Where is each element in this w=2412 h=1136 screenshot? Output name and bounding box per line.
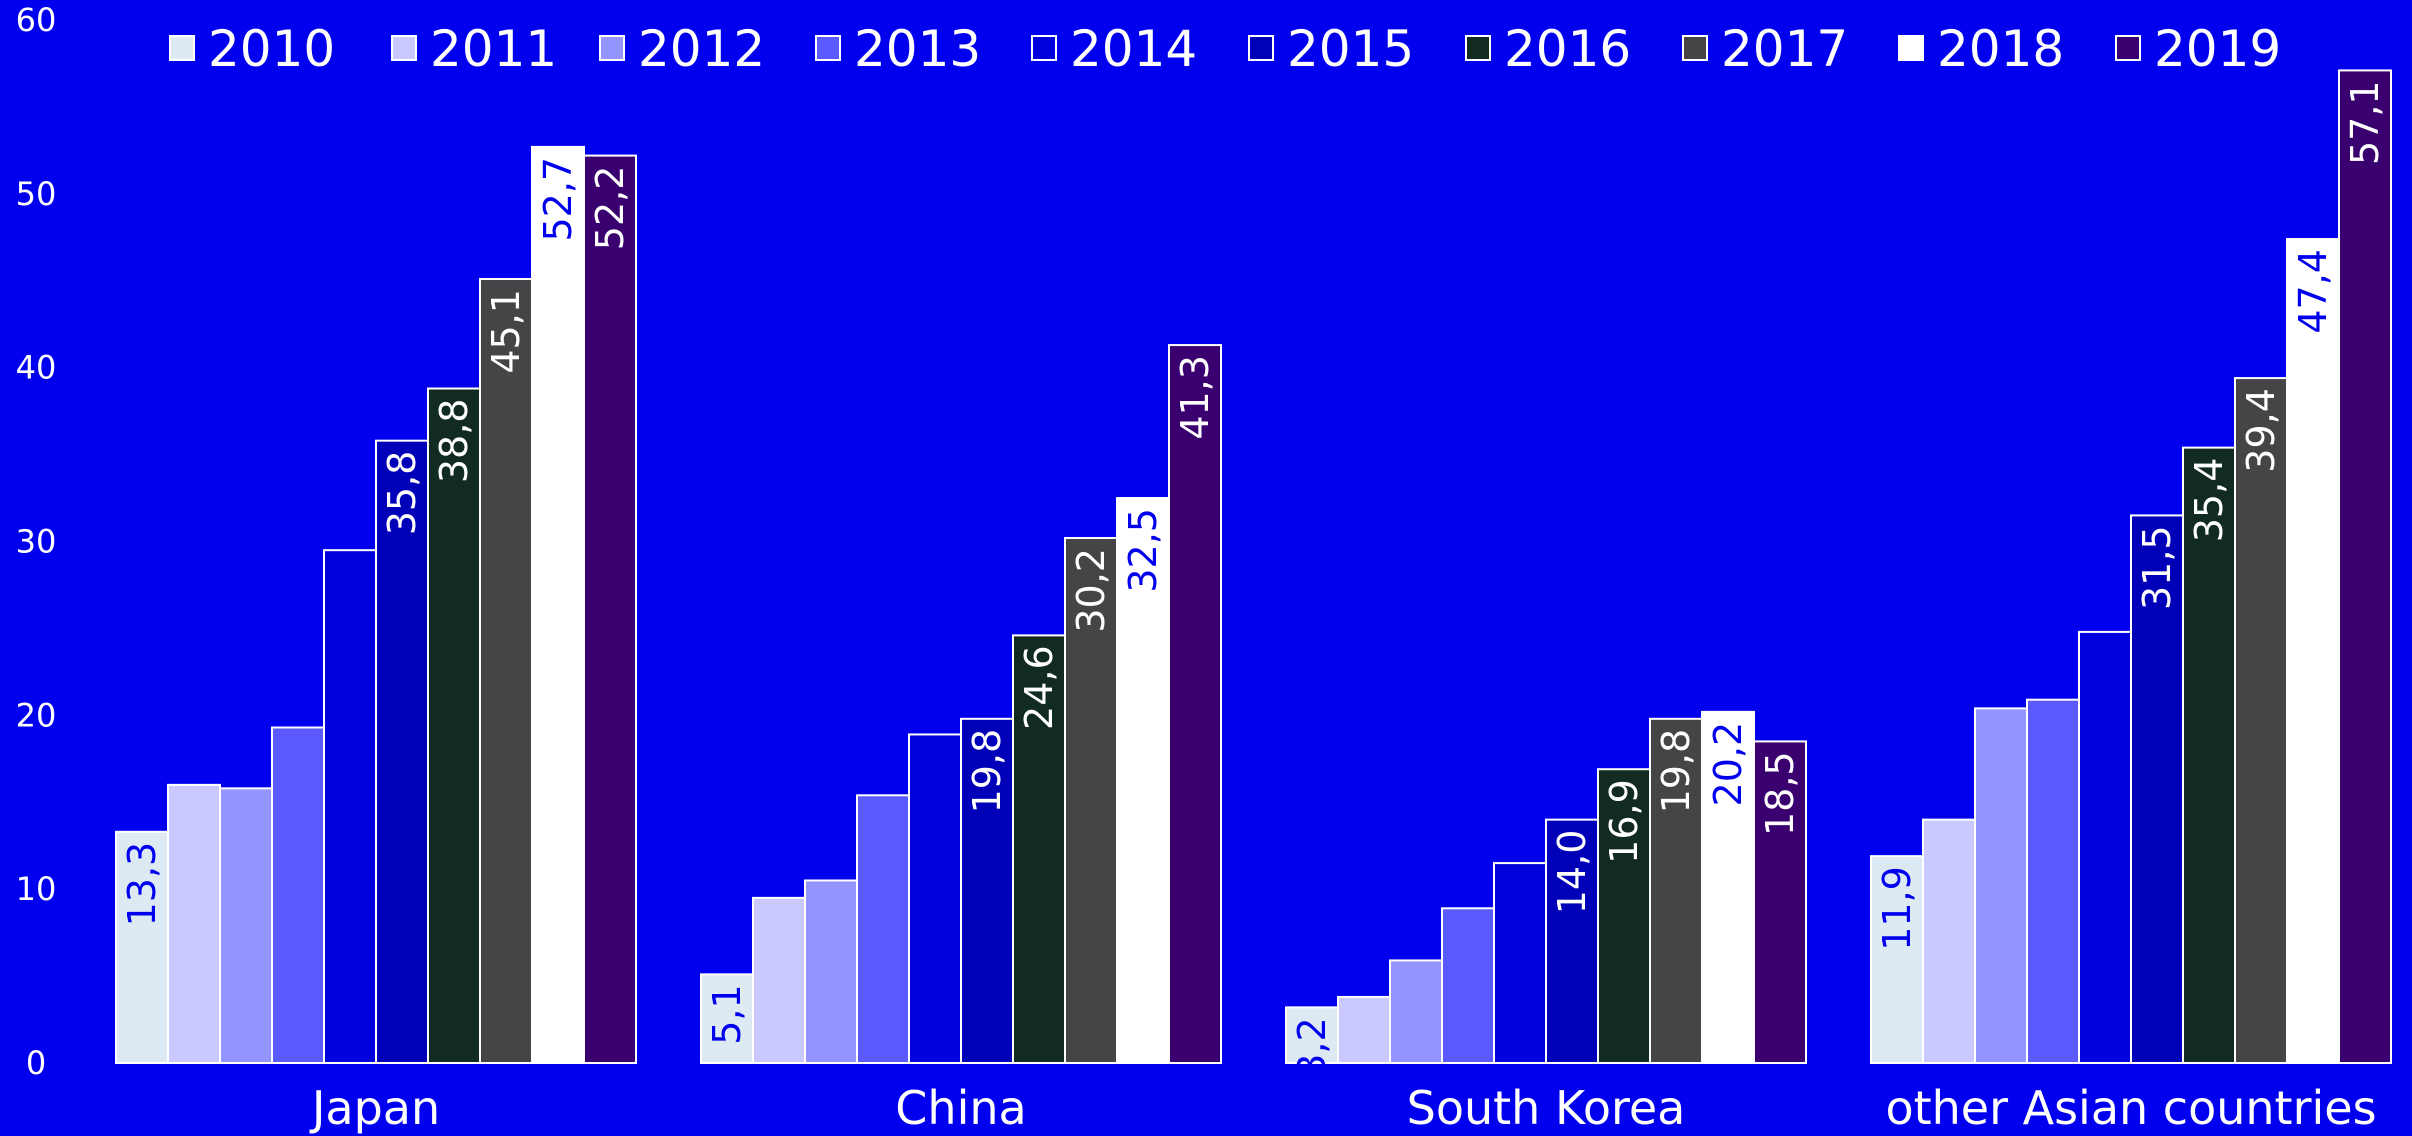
legend-swatch-2016 (1465, 35, 1491, 61)
data-label: 38,8 (432, 399, 476, 484)
legend-swatch-2015 (1248, 35, 1274, 61)
legend-label-2011: 2011 (430, 20, 557, 78)
data-label: 13,3 (120, 842, 164, 927)
data-label: 14,0 (1550, 830, 1594, 915)
bar-2012-south-korea (1389, 959, 1443, 1065)
bar-2017-china (1064, 537, 1118, 1064)
legend-label-2016: 2016 (1504, 20, 1631, 78)
bar-2012-china (804, 879, 858, 1064)
bar-2019-china (1168, 344, 1222, 1064)
legend-label-2019: 2019 (2154, 20, 2281, 78)
x-category-label: South Korea (1407, 1081, 1686, 1135)
legend-swatch-2014 (1031, 35, 1057, 61)
data-label: 3,2 (1290, 1017, 1334, 1077)
y-tick-label: 60 (16, 1, 57, 39)
legend-label-2013: 2013 (854, 20, 981, 78)
bar-2019-other-asian-countries (2338, 69, 2392, 1064)
bar-2013-other-asian-countries (2026, 698, 2080, 1065)
bar-2019-south-korea (1753, 740, 1807, 1064)
data-label: 20,2 (1706, 722, 1750, 807)
bar-2016-china (1012, 634, 1066, 1064)
data-label: 31,5 (2135, 525, 2179, 610)
legend-swatch-2019 (2115, 35, 2141, 61)
bar-2014-south-korea (1493, 862, 1547, 1065)
data-label: 24,6 (1017, 645, 1061, 730)
legend-swatch-2011 (391, 35, 417, 61)
legend-swatch-2012 (599, 35, 625, 61)
bar-2014-japan (323, 549, 377, 1064)
data-label: 52,7 (536, 157, 580, 242)
y-tick-label: 10 (16, 870, 57, 908)
legend-label-2014: 2014 (1070, 20, 1197, 78)
data-label: 45,1 (484, 289, 528, 374)
bar-2013-south-korea (1441, 907, 1495, 1064)
x-category-label: China (895, 1081, 1026, 1135)
bar-2019-japan (583, 154, 637, 1064)
data-label: 52,2 (588, 166, 632, 251)
data-label: 35,4 (2187, 458, 2231, 543)
bar-2010-other-asian-countries (1870, 855, 1924, 1064)
legend-label-2015: 2015 (1287, 20, 1414, 78)
legend-swatch-2018 (1898, 35, 1924, 61)
bar-2018-other-asian-countries (2286, 238, 2340, 1064)
data-label: 35,8 (380, 451, 424, 536)
bar-2012-other-asian-countries (1974, 707, 2028, 1064)
bar-2010-south-korea (1285, 1006, 1339, 1065)
data-label: 16,9 (1602, 779, 1646, 864)
bar-2018-japan (531, 145, 585, 1065)
data-label: 11,9 (1875, 866, 1919, 951)
legend-swatch-2013 (815, 35, 841, 61)
y-tick-label: 30 (16, 523, 57, 561)
bar-2016-japan (427, 387, 481, 1064)
x-category-label: other Asian countries (1885, 1081, 2376, 1135)
data-label: 39,4 (2239, 388, 2283, 473)
bar-2011-south-korea (1337, 995, 1391, 1065)
bar-2018-south-korea (1701, 710, 1755, 1065)
data-label: 32,5 (1121, 508, 1165, 593)
bar-2016-other-asian-countries (2182, 446, 2236, 1064)
data-label: 57,1 (2343, 80, 2387, 165)
data-label: 47,4 (2291, 249, 2335, 334)
bar-2016-south-korea (1597, 768, 1651, 1064)
bar-2017-japan (479, 278, 533, 1064)
y-tick-label: 20 (16, 696, 57, 734)
x-category-label: Japan (309, 1081, 440, 1135)
legend-label-2010: 2010 (208, 20, 335, 78)
bar-2013-japan (271, 726, 325, 1064)
y-tick-label: 0 (26, 1044, 46, 1082)
data-label: 30,2 (1069, 548, 1113, 633)
bar-2010-japan (115, 830, 169, 1065)
bar-2018-china (1116, 497, 1170, 1064)
data-label: 5,1 (705, 984, 749, 1044)
y-tick-label: 50 (16, 175, 57, 213)
bar-2012-japan (219, 787, 273, 1064)
legend-label-2012: 2012 (638, 20, 765, 78)
legend-swatch-2017 (1682, 35, 1708, 61)
legend-swatch-2010 (169, 35, 195, 61)
bar-2015-south-korea (1545, 818, 1599, 1065)
data-label: 18,5 (1758, 751, 1802, 836)
data-label: 19,8 (1654, 729, 1698, 814)
bar-2017-other-asian-countries (2234, 377, 2288, 1064)
data-label: 41,3 (1173, 355, 1217, 440)
data-label: 19,8 (965, 729, 1009, 814)
bar-2014-other-asian-countries (2078, 630, 2132, 1064)
bar-2011-other-asian-countries (1922, 818, 1976, 1065)
bar-2014-china (908, 733, 962, 1065)
legend-label-2018: 2018 (1937, 20, 2064, 78)
bar-2010-china (700, 973, 754, 1064)
y-tick-label: 40 (16, 349, 57, 387)
bar-2013-china (856, 794, 910, 1065)
bar-2015-japan (375, 439, 429, 1064)
bar-2011-china (752, 896, 806, 1064)
bar-2011-japan (167, 783, 221, 1064)
legend-label-2017: 2017 (1721, 20, 1848, 78)
